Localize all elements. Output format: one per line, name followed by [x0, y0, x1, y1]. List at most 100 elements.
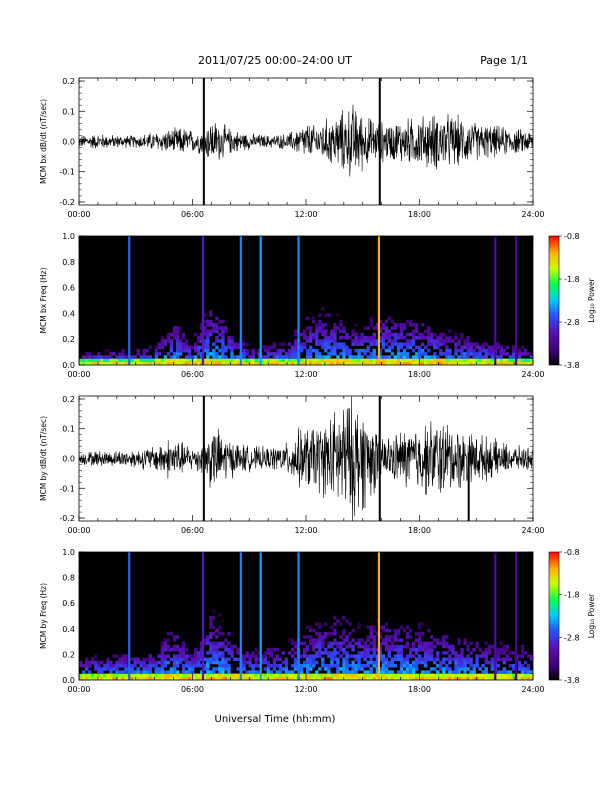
heatmap-cell: [254, 361, 258, 366]
heatmap-cell: [463, 641, 467, 646]
heatmap-cell: [433, 332, 437, 337]
x-tick-label: 18:00: [408, 370, 431, 379]
heatmap-cell: [206, 664, 210, 668]
heatmap-cell: [405, 657, 410, 662]
heatmap-cell: [266, 348, 270, 353]
colorbar-scale: [548, 235, 560, 366]
heatmap-cell: [333, 329, 337, 334]
heatmap-cell: [345, 619, 349, 623]
heatmap-cell: [375, 660, 379, 665]
heatmap-cell: [254, 670, 258, 674]
heatmap-cell: [417, 345, 422, 350]
heatmap-cell: [499, 670, 504, 674]
heatmap-cell: [490, 673, 494, 678]
heatmap-cell: [306, 660, 310, 665]
heatmap-cell: [421, 335, 425, 340]
heatmap-cell: [445, 651, 449, 655]
heatmap-cell: [505, 654, 510, 658]
heatmap-cell: [351, 628, 355, 633]
heatmap-cell: [145, 673, 149, 678]
panel-by_dbdt: 00:00 06:00 12:00 18:00 24:000.20.10.0-0.1-0…: [39, 395, 545, 535]
heatmap-cell: [97, 355, 101, 359]
heatmap-cell: [227, 335, 231, 340]
heatmap-cell: [169, 355, 174, 359]
heatmap-cell: [148, 667, 152, 671]
heatmap-cell: [190, 667, 195, 671]
heatmap-cell: [100, 361, 104, 366]
heatmap-cell: [381, 625, 385, 630]
heatmap-cell: [230, 651, 234, 655]
heatmap-cell: [472, 358, 476, 363]
heatmap-cell: [197, 660, 201, 665]
heatmap-cell: [330, 651, 334, 655]
heatmap-cell: [436, 355, 440, 359]
heatmap-cell: [502, 361, 507, 366]
heatmap-cell: [209, 332, 213, 337]
heatmap-cell: [281, 342, 286, 346]
heatmap-cell: [442, 670, 446, 674]
heatmap-cell: [396, 632, 401, 636]
heatmap-cell: [139, 361, 143, 366]
heatmap-cell: [436, 664, 440, 668]
heatmap-cell: [408, 648, 413, 652]
heatmap-cell: [460, 361, 464, 366]
heatmap-cell: [417, 632, 422, 636]
heatmap-cell: [109, 352, 113, 356]
heatmap-cell: [218, 632, 222, 636]
heatmap-cell: [221, 332, 225, 337]
heatmap-cell: [209, 622, 213, 626]
heatmap-cell: [194, 361, 198, 366]
heatmap-cell: [472, 352, 476, 356]
heatmap-cell: [200, 664, 204, 668]
broadband-event-line: [377, 236, 381, 365]
y-tick-label: 0.1: [62, 425, 75, 434]
heatmap-cell: [218, 625, 222, 630]
heatmap-cell: [433, 352, 437, 356]
heatmap-cell: [439, 664, 443, 668]
heatmap-cell: [411, 361, 416, 366]
heatmap-cell: [115, 673, 119, 678]
heatmap-cell: [200, 358, 204, 363]
heatmap-cell: [115, 670, 119, 674]
heatmap-cell: [460, 345, 464, 350]
heatmap-cell: [463, 339, 467, 343]
heatmap-cell: [194, 676, 198, 681]
heatmap-cell: [475, 345, 479, 350]
heatmap-cell: [166, 638, 171, 642]
heatmap-cell: [354, 657, 358, 662]
heatmap-cell: [118, 657, 122, 662]
heatmap-cell: [312, 664, 316, 668]
heatmap-cell: [487, 648, 491, 652]
heatmap-cell: [212, 616, 216, 620]
heatmap-cell: [190, 355, 195, 359]
heatmap-cell: [260, 355, 264, 359]
heatmap-cell: [502, 358, 507, 363]
heatmap-cell: [339, 323, 343, 327]
heatmap-cell: [436, 651, 440, 655]
heatmap-cell: [457, 355, 461, 359]
heatmap-cell: [175, 654, 180, 658]
heatmap-cell: [399, 657, 404, 662]
heatmap-cell: [378, 676, 382, 681]
heatmap-cell: [309, 657, 313, 662]
heatmap-cell: [230, 348, 234, 353]
heatmap-cell: [227, 345, 231, 350]
heatmap-cell: [339, 342, 343, 346]
heatmap-cell: [172, 326, 177, 330]
heatmap-cell: [339, 329, 343, 334]
heatmap-cell: [293, 355, 298, 359]
heatmap-cell: [142, 673, 146, 678]
heatmap-cell: [251, 358, 255, 363]
heatmap-cell: [490, 657, 494, 662]
heatmap-cell: [369, 361, 373, 366]
heatmap-cell: [475, 664, 479, 668]
heatmap-cell: [430, 654, 434, 658]
heatmap-cell: [293, 657, 298, 662]
heatmap-cell: [278, 342, 283, 346]
heatmap-cell: [318, 352, 322, 356]
heatmap-cell: [466, 660, 470, 665]
heatmap-cell: [448, 673, 452, 678]
heatmap-cell: [408, 319, 413, 324]
heatmap-cell: [436, 342, 440, 346]
heatmap-cell: [227, 648, 231, 652]
